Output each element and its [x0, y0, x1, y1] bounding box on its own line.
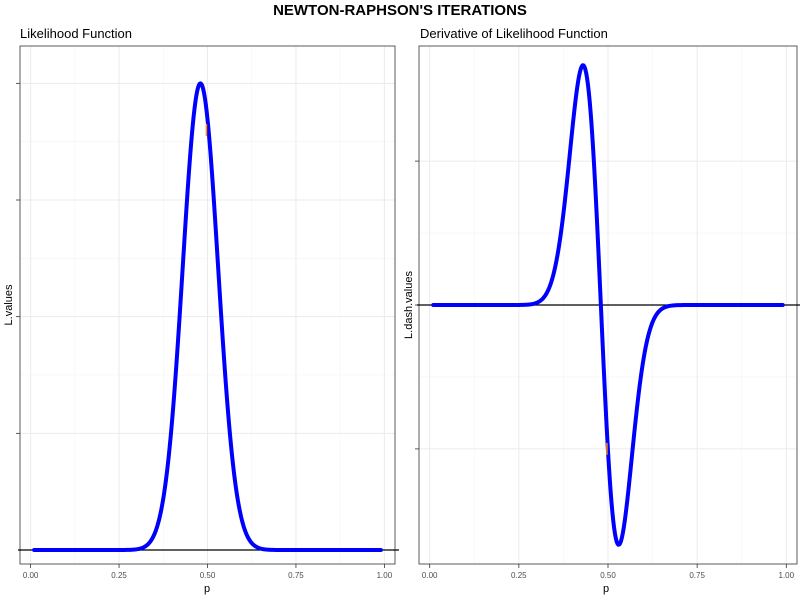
- likelihood-x-tick-label: 0.25: [111, 571, 127, 580]
- derivative-x-axis-label: p: [603, 583, 609, 595]
- likelihood-x-tick-label: 0.00: [23, 571, 39, 580]
- likelihood-panel-border: [19, 45, 396, 565]
- derivative-x-tick-label: 0.00: [422, 571, 438, 580]
- derivative-y-axis-label: L.dash.values: [403, 271, 415, 339]
- likelihood-panel: Likelihood Function p L.values 0.00 0.25 0…: [3, 26, 399, 595]
- likelihood-panel-title: Likelihood Function: [20, 26, 132, 41]
- likelihood-x-tick-label: 1.00: [377, 571, 393, 580]
- derivative-x-tick-label: 0.75: [689, 571, 705, 580]
- chart-main-title: NEWTON-RAPHSON'S ITERATIONS: [273, 2, 527, 19]
- derivative-panel-title: Derivative of Likelihood Function: [420, 26, 608, 41]
- likelihood-gridlines: [20, 46, 395, 564]
- derivative-panel: Derivative of Likelihood Function p L.da…: [403, 26, 800, 595]
- likelihood-curve: [32, 81, 383, 552]
- likelihood-x-axis-label: p: [204, 583, 210, 595]
- derivative-curve: [431, 63, 785, 547]
- derivative-x-tick-label: 0.50: [600, 571, 616, 580]
- derivative-x-tick-label: 0.25: [511, 571, 527, 580]
- likelihood-x-tick-label: 0.75: [288, 571, 304, 580]
- likelihood-x-tick-label: 0.50: [200, 571, 216, 580]
- derivative-x-tick-label: 1.00: [779, 571, 795, 580]
- likelihood-y-axis-label: L.values: [3, 284, 15, 325]
